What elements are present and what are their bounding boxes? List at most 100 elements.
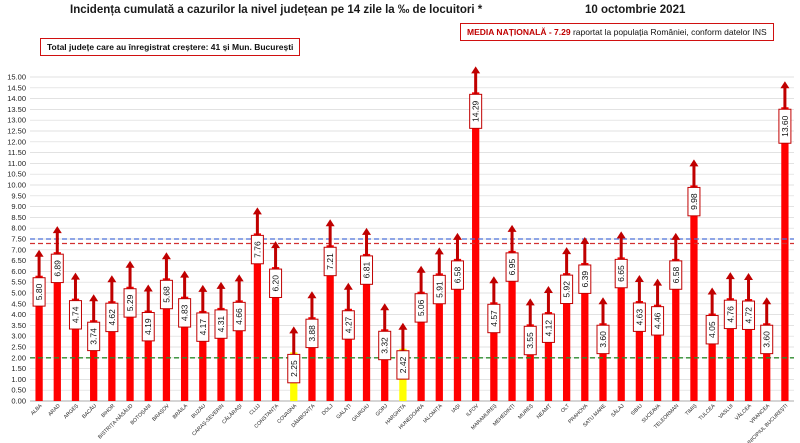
value-label-box [687,186,701,217]
value-label: 4.74 [70,306,80,323]
y-tick-label: 9.50 [11,191,26,200]
value-label: 6.20 [271,275,281,292]
trend-arrow-head [653,278,663,286]
value-label-box [723,299,737,330]
value-label-box [141,311,155,342]
value-label-box [523,325,537,356]
bar [108,301,116,401]
bar [235,300,243,401]
value-label-box [432,274,446,305]
value-label: 7.21 [325,253,335,270]
value-label-box [760,324,774,355]
bar [144,310,152,401]
y-tick-label: 3.50 [11,321,26,330]
value-label-box [341,310,355,340]
y-tick-label: 15.00 [7,73,26,82]
value-label: 4.19 [143,318,153,335]
value-label-box [541,313,555,343]
trend-arrow-head [125,260,135,268]
bar [526,324,534,401]
value-label: 4.31 [216,316,226,333]
national-average-value: - 7.29 [546,27,571,37]
reference-lines [30,238,794,359]
trend-arrow-head [525,298,535,306]
x-tick-label: VASLUI [718,403,735,420]
y-tick-label: 4.50 [11,299,26,308]
bar [271,267,280,401]
trend-arrow-head [107,275,117,283]
trend-arrow-head [489,276,499,284]
value-label-box [323,246,337,277]
value-label-box [159,279,173,310]
value-label-box [778,108,792,144]
value-label: 6.89 [52,260,62,277]
y-tick-label: 1.00 [11,375,26,384]
value-label: 5.06 [416,299,426,316]
value-label-box [250,234,264,265]
value-label-box [596,324,610,355]
bar [617,257,625,401]
bar [763,323,771,401]
value-label-box [50,253,64,284]
value-label: 9.98 [689,193,699,210]
x-tick-label: GALAȚI [335,403,352,420]
value-label: 4.66 [234,308,244,325]
value-label: 4.46 [653,312,663,329]
x-tick-label: OLT [560,403,572,415]
bar [326,245,334,401]
y-tick-label: 2.50 [11,343,26,352]
value-label-box [68,300,82,330]
value-label-box [450,260,464,290]
national-average-label: MEDIA NAȚIONALĂ [467,27,547,37]
y-tick-label: 7.00 [11,245,26,254]
trend-arrow-head [689,159,699,167]
bar [581,262,589,401]
trend-arrow-head [216,281,226,289]
x-tick-label: CLUJ [248,403,262,417]
bar [781,107,789,402]
value-label: 5.29 [125,294,135,311]
value-label: 3.88 [307,325,317,342]
value-label-box [560,274,574,305]
bar [472,92,480,401]
value-label: 6.81 [362,262,372,279]
y-tick-label: 0.50 [11,386,26,395]
y-tick-label: 0.00 [11,397,26,406]
value-label: 7.76 [252,241,262,258]
y-tick-label: 4.00 [11,310,26,319]
y-tick-label: 11.00 [8,159,26,168]
value-label: 3.60 [598,331,608,348]
bar [53,252,61,401]
x-tick-label: IALOMIȚA [422,403,444,425]
value-label: 6.39 [580,271,590,288]
y-tick-label: 13.50 [7,105,26,114]
bar [381,329,389,401]
trend-arrow-head [580,236,590,244]
trend-arrow-head [70,272,80,280]
national-average-note: raportat la populația României, conform … [570,27,767,37]
chart-date: 10 octombrie 2021 [585,4,686,16]
bar [180,296,189,401]
trend-arrow-head [398,322,408,330]
y-tick-label: 5.00 [11,289,26,298]
trend-arrow-head [762,297,772,305]
value-label: 2.42 [398,356,408,373]
value-label-box [651,306,665,336]
value-label-box [669,260,683,290]
y-tick-label: 5.50 [11,278,26,287]
value-label-box [742,300,756,330]
trend-arrow-head [362,227,372,235]
value-labels: 5.80 6.89 4.74 3.74 4.62 5.29 4.19 5.68 4.83 4.17… [32,93,792,384]
trend-arrow-head [271,241,281,249]
x-tick-label: SĂLAJ [609,402,625,418]
trend-arrow-head [434,247,444,255]
national-average-box: MEDIA NAȚIONALĂ - 7.29 raportat la popul… [460,23,774,41]
value-label: 3.32 [380,337,390,354]
x-tick-label: BACĂU [80,402,98,420]
value-label: 13.60 [780,115,790,137]
trend-arrow-head [562,247,572,255]
trend-arrow-head [52,226,62,234]
y-tick-label: 13.00 [7,116,26,125]
x-axis-labels: ALBA ARAD ARGEȘ BACĂU BIHORBISTRIȚA-NĂSĂUDBO… [30,402,789,443]
